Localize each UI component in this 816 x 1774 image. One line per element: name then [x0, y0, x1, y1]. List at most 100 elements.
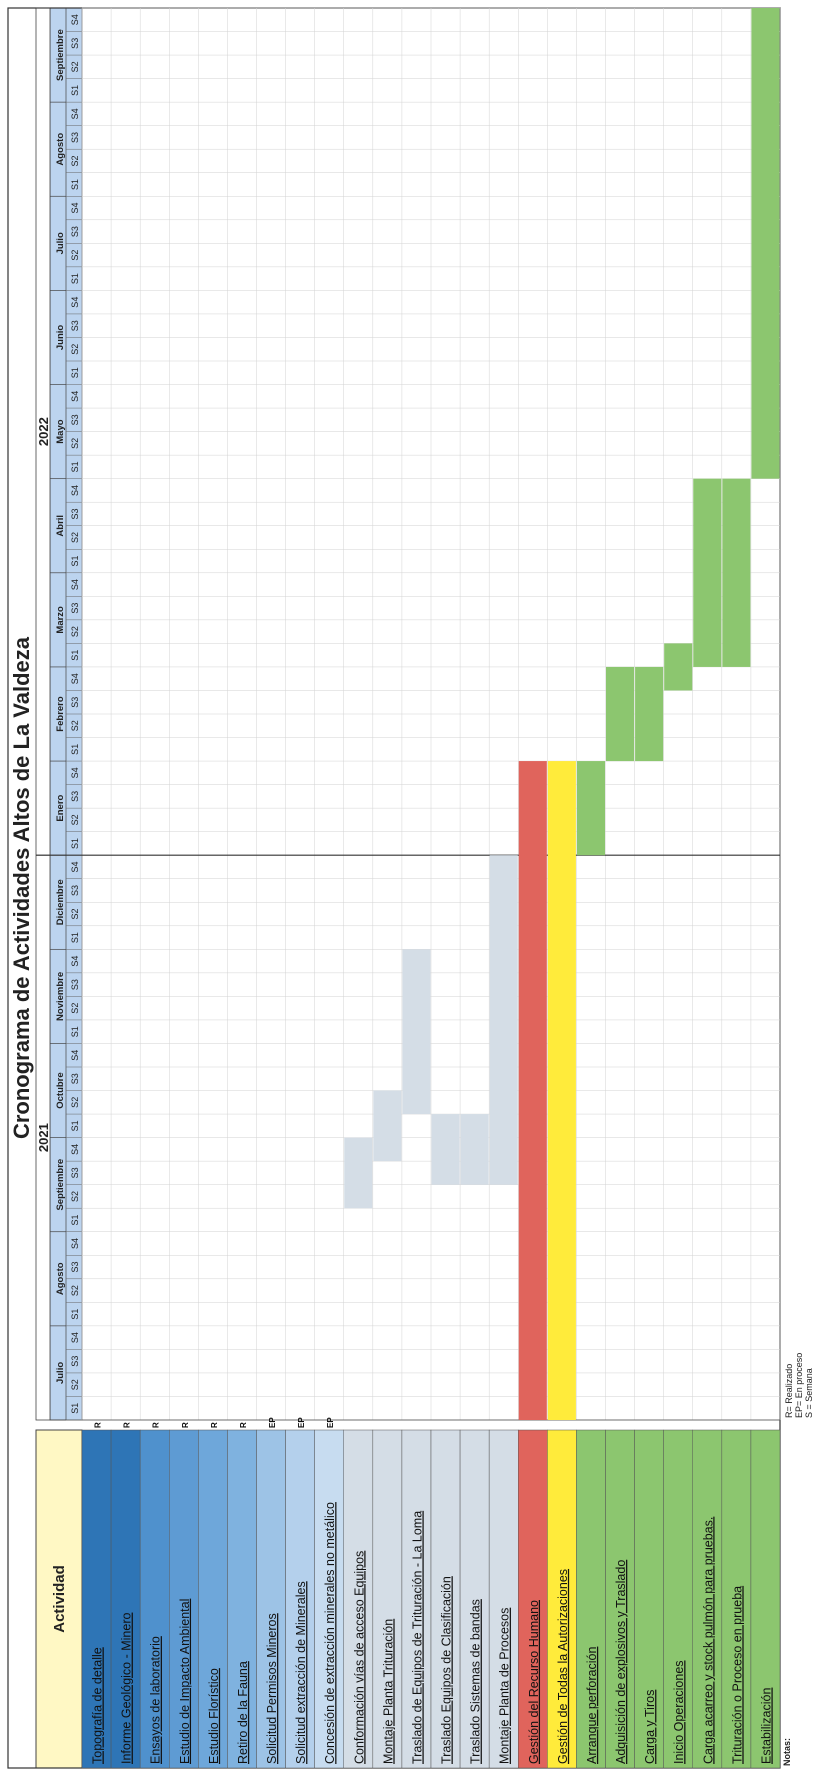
week-label: S2 [70, 909, 80, 920]
gantt-bar [344, 1137, 373, 1209]
week-label: S4 [70, 485, 80, 496]
activity-name: Conformación vías de acceso Equipos [352, 1551, 366, 1764]
week-label: S3 [70, 791, 80, 802]
month-label: Febrero [55, 696, 66, 732]
year-band [35, 7, 51, 1421]
week-label: S4 [70, 956, 80, 967]
week-label: S1 [70, 85, 80, 96]
gantt-bar [460, 1114, 489, 1185]
gantt-bar [693, 478, 722, 667]
status-label: EP [297, 1417, 306, 1428]
gantt-bar [547, 761, 576, 1420]
activity-name: Retiro de la Fauna [236, 1661, 250, 1764]
notes-block: Notas: R= Realizado EP= En proceso S = Sema… [782, 1353, 814, 1766]
activity-name: Solicitud extracción de Minerales [294, 1581, 308, 1764]
week-label: S1 [70, 1403, 80, 1414]
activity-name: Inicio Operaciones [672, 1660, 686, 1764]
week-label: S3 [70, 1262, 80, 1273]
activity-name: Carga acarreo y stock pulmón para prueba… [701, 1517, 715, 1764]
status-label: R [210, 1422, 219, 1428]
week-label: S2 [70, 1003, 80, 1014]
note-line: S = Semana [804, 1368, 814, 1418]
week-label: S3 [70, 508, 80, 519]
week-label: S2 [70, 532, 80, 543]
week-label: S2 [70, 1097, 80, 1108]
activity-name: Estudio de Impacto Ambiental [178, 1599, 192, 1764]
gantt-bar [402, 949, 431, 1115]
week-label: S4 [70, 767, 80, 778]
week-label: S1 [70, 461, 80, 472]
year-header: 2021 2022 [36, 7, 51, 1152]
week-label: S1 [70, 932, 80, 943]
month-label: Noviembre [55, 972, 66, 1021]
week-label: S2 [70, 1191, 80, 1202]
week-label: S2 [70, 155, 80, 166]
week-label: S2 [70, 626, 80, 637]
status-column: R R R R R R EP EP EP [94, 1417, 336, 1428]
activity-name: Solicitud Permisos Mineros [265, 1613, 279, 1764]
gantt-bar [751, 7, 780, 479]
week-label: S1 [70, 556, 80, 567]
chart-grid [36, 7, 781, 1421]
activity-name: Gestión de Todas la Autorizaciones [556, 1569, 570, 1764]
gantt-bar [489, 855, 518, 1185]
status-label: R [152, 1422, 161, 1428]
week-label: S3 [70, 1167, 80, 1178]
activity-name: Traslado de Equipos de Trituración - La … [410, 1511, 424, 1764]
week-label: S3 [70, 38, 80, 49]
week-label: S3 [70, 1073, 80, 1084]
month-label: Julio [55, 232, 66, 254]
gantt-bars [344, 7, 780, 1420]
week-label: S2 [70, 438, 80, 449]
week-label: S1 [70, 744, 80, 755]
activity-cell [750, 1429, 781, 1769]
activity-name: Gestión del Recurso Humano [527, 1600, 541, 1764]
activity-name: Concesión de extracción minerales no met… [323, 1502, 337, 1764]
week-label: S3 [70, 414, 80, 425]
week-label: S4 [70, 579, 80, 590]
activity-name: Ensayos de laboratorio [149, 1636, 163, 1764]
status-label: R [94, 1422, 103, 1428]
gantt-bar [722, 478, 751, 667]
week-label: S2 [70, 814, 80, 825]
gantt-bar [431, 1114, 460, 1185]
week-label: S1 [70, 273, 80, 284]
notes-label: Notas: [782, 1738, 792, 1766]
gantt-bar [576, 761, 606, 856]
activity-name: Montaje Planta de Procesos [498, 1608, 512, 1764]
activity-name: Informe Geológico - Minero [120, 1612, 134, 1764]
note-line: R= Realizado [784, 1364, 794, 1418]
month-label: Junio [55, 325, 66, 351]
status-label: EP [326, 1417, 335, 1428]
week-label: S4 [70, 1238, 80, 1249]
week-label: S4 [70, 861, 80, 872]
activity-column-header: Actividad [51, 1565, 68, 1633]
status-label: R [239, 1422, 248, 1428]
gantt-bar [664, 643, 693, 691]
year-label: 2022 [36, 417, 51, 446]
week-label: S2 [70, 1285, 80, 1296]
week-label: S1 [70, 650, 80, 661]
month-label: Julio [55, 1362, 66, 1384]
week-label: S4 [70, 108, 80, 119]
week-label: S3 [70, 603, 80, 614]
week-label: S1 [70, 1214, 80, 1225]
activity-name: Carga y Tiros [643, 1690, 657, 1764]
week-label: S1 [70, 367, 80, 378]
week-label: S1 [70, 1309, 80, 1320]
note-line: EP= En proceso [794, 1353, 804, 1418]
week-label: S2 [70, 344, 80, 355]
month-label: Abril [55, 515, 66, 537]
month-label: Agosto [55, 133, 66, 166]
week-label: S1 [70, 1026, 80, 1037]
gantt-bar [606, 666, 635, 762]
month-label: Marzo [55, 606, 66, 634]
week-label: S2 [70, 250, 80, 261]
week-label: S2 [70, 720, 80, 731]
week-label: S1 [70, 1120, 80, 1131]
week-label: S4 [70, 391, 80, 402]
month-label: Octubre [55, 1072, 66, 1108]
activity-name: Traslado Sistemas de bandas [469, 1599, 483, 1764]
gantt-bar [635, 666, 664, 762]
